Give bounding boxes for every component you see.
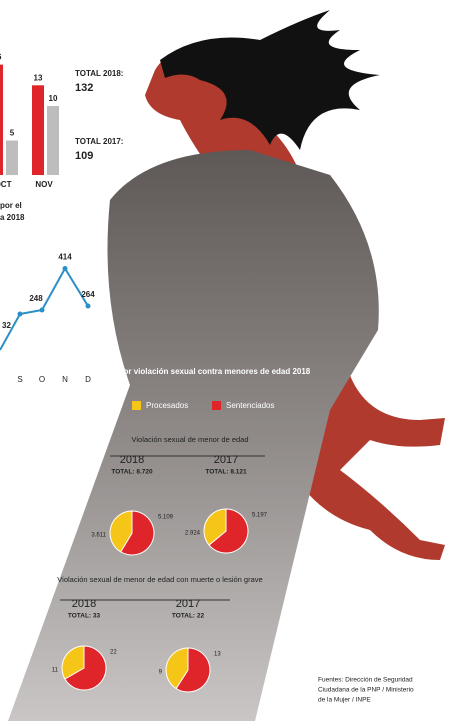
bar bbox=[6, 140, 18, 175]
cropped-label: 32 bbox=[2, 321, 11, 330]
value-label: 13 bbox=[214, 652, 221, 658]
chart-title: a 2018 bbox=[0, 213, 25, 222]
source: de la Mujer / INPE bbox=[318, 697, 371, 704]
value-label: 22 bbox=[110, 650, 117, 656]
bar bbox=[0, 64, 3, 175]
source: Fuentes: Dirección de Seguridad Ciudadan… bbox=[318, 677, 414, 704]
legend-swatch bbox=[212, 401, 221, 410]
source: Ciudadana de la PNP / Ministerio bbox=[318, 687, 414, 694]
pie-title: 2017 bbox=[176, 598, 200, 610]
point bbox=[62, 266, 68, 271]
pie-total: TOTAL: 22 bbox=[172, 613, 205, 620]
value-label: 10 bbox=[49, 94, 58, 103]
pie-slice bbox=[109, 510, 133, 553]
pie-total: TOTAL: 8.720 bbox=[111, 469, 153, 476]
pie-slice bbox=[175, 647, 211, 693]
illustration bbox=[8, 10, 445, 721]
pie-slice bbox=[208, 508, 249, 554]
value-label: 5.197 bbox=[252, 513, 268, 519]
point bbox=[17, 311, 23, 317]
source: Fuentes: Dirección de Seguridad bbox=[318, 677, 413, 684]
value-label: 3.611 bbox=[91, 533, 106, 539]
value-label: 5 bbox=[10, 129, 15, 138]
x-tick-label: NOV bbox=[35, 180, 53, 189]
line-stub bbox=[0, 313, 21, 351]
group-title: Violación sexual de menor de edad bbox=[131, 435, 248, 444]
point bbox=[85, 303, 91, 309]
x-tick-label: N bbox=[62, 375, 68, 384]
value-label: 248 bbox=[29, 294, 43, 303]
value-label: 16 bbox=[0, 53, 2, 62]
value-label: 13 bbox=[34, 73, 43, 82]
point bbox=[39, 307, 45, 313]
annotation: 109 bbox=[75, 150, 93, 162]
chart-title: por el bbox=[0, 201, 22, 210]
x-tick-label: O bbox=[39, 375, 45, 384]
line-chart: por el a 2018 32 bbox=[0, 201, 25, 351]
value-label: 5.109 bbox=[158, 515, 174, 521]
line bbox=[19, 266, 89, 315]
pie-slice bbox=[120, 510, 155, 556]
value-label: 264 bbox=[81, 290, 95, 299]
bar-chart: TOTAL 2018: 132 TOTAL 2017: 109 bbox=[75, 69, 123, 162]
pie-panel: Presos por violación sexual contra menor… bbox=[57, 367, 311, 601]
legend-label: Sentenciados bbox=[226, 401, 274, 410]
annotation: TOTAL 2018: bbox=[75, 69, 123, 78]
value-label: 11 bbox=[52, 668, 59, 674]
annotation: 132 bbox=[75, 82, 93, 94]
annotation: TOTAL 2017: bbox=[75, 137, 123, 146]
value-label: 414 bbox=[58, 253, 72, 262]
pie-title: 2018 bbox=[120, 454, 144, 466]
pie-slice bbox=[61, 645, 85, 680]
pie-title: 2018 bbox=[72, 598, 96, 610]
panel-title: Presos por violación sexual contra menor… bbox=[90, 367, 311, 376]
bar bbox=[47, 106, 59, 175]
pie-total: TOTAL: 33 bbox=[68, 613, 101, 620]
x-tick-label: D bbox=[85, 375, 91, 384]
pie-slice bbox=[203, 508, 227, 546]
group-title: Violación sexual de menor de edad con mu… bbox=[57, 575, 262, 584]
pie-slice bbox=[64, 645, 107, 691]
bar bbox=[32, 85, 44, 175]
legend-swatch bbox=[132, 401, 141, 410]
legend-label: Procesados bbox=[146, 401, 188, 410]
pie-title: 2017 bbox=[214, 454, 238, 466]
x-tick-label: S bbox=[17, 375, 22, 384]
pie-total: TOTAL: 8.121 bbox=[205, 469, 247, 476]
x-tick-label: OCT bbox=[0, 180, 12, 189]
value-label: 9 bbox=[159, 670, 163, 676]
pie-slice bbox=[165, 647, 189, 690]
value-label: 2.924 bbox=[185, 531, 201, 537]
